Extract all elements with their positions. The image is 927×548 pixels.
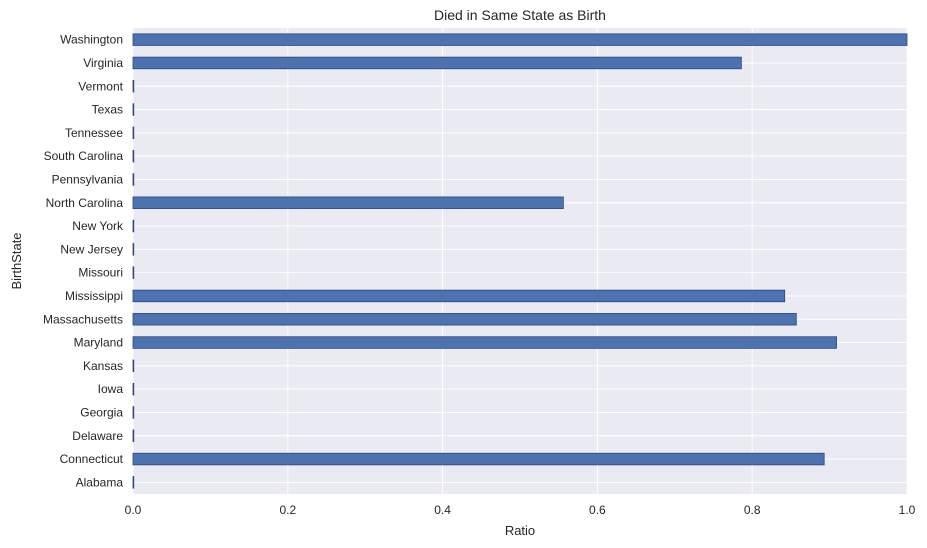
y-axis-title: BirthState: [9, 232, 24, 289]
bar: [132, 103, 135, 116]
y-tick-label: New Jersey: [60, 242, 123, 256]
x-tick-label: 0.2: [279, 503, 296, 517]
y-tick-label: Maryland: [74, 336, 123, 350]
chart-title: Died in Same State as Birth: [434, 7, 606, 23]
y-tick-label: Missouri: [78, 266, 123, 280]
y-tick-label: North Carolina: [46, 196, 124, 210]
y-tick-label: Tennessee: [65, 126, 123, 140]
x-tick-label: 0.4: [434, 503, 451, 517]
y-tick-label: Alabama: [76, 475, 124, 489]
y-tick-label: Georgia: [80, 405, 123, 419]
y-tick-label: Iowa: [98, 382, 124, 396]
x-tick-label: 1.0: [899, 503, 916, 517]
bar: [132, 382, 135, 396]
y-tick-label: Washington: [60, 33, 123, 47]
x-tick-label: 0.6: [589, 503, 606, 517]
bar: [132, 80, 135, 93]
y-tick-label: Virginia: [83, 56, 123, 70]
bar: [132, 359, 135, 373]
y-tick-label: Massachusetts: [43, 312, 123, 326]
bar: [132, 429, 135, 442]
y-tick-label: Vermont: [78, 79, 123, 93]
bar: [132, 243, 135, 256]
y-tick-label: New York: [72, 219, 124, 233]
bar: [132, 289, 786, 303]
x-axis-title: Ratio: [505, 523, 535, 538]
y-tick-label: Delaware: [72, 429, 123, 443]
bar: [132, 452, 825, 466]
x-tick-label: 0.8: [744, 503, 761, 517]
bar: [132, 313, 797, 326]
plot-area: [133, 28, 907, 494]
bars: [132, 33, 908, 489]
bar: [132, 126, 135, 140]
y-tick-label: Connecticut: [60, 452, 124, 466]
bar: [132, 336, 837, 349]
bar: [132, 196, 564, 209]
bar: [132, 219, 135, 233]
x-tick-labels: 0.0 0.2 0.4 0.6 0.8 1.0: [125, 503, 916, 517]
y-tick-label: South Carolina: [44, 149, 124, 163]
y-tick-labels: Alabama Connecticut Delaware Georgia Iowa Kan…: [43, 33, 124, 490]
bar: [132, 149, 135, 163]
y-tick-label: Pennsylvania: [52, 172, 124, 186]
y-tick-label: Texas: [92, 103, 123, 117]
y-tick-label: Mississippi: [65, 289, 123, 303]
bar: [132, 56, 742, 70]
bar: [132, 33, 908, 46]
y-tick-label: Kansas: [83, 359, 123, 373]
bar: [132, 266, 135, 279]
bar: [132, 173, 135, 186]
bar: [132, 476, 135, 489]
bar: [132, 406, 135, 419]
x-tick-label: 0.0: [125, 503, 142, 517]
